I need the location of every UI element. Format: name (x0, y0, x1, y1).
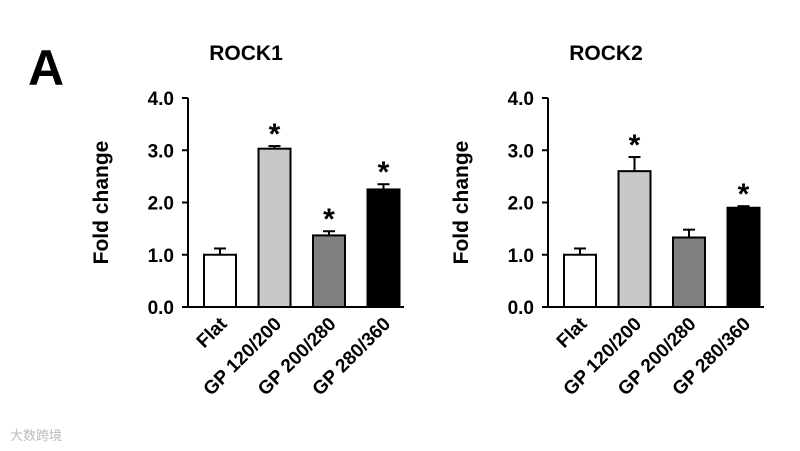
bar (257, 147, 292, 308)
panel-label: A (28, 40, 64, 96)
significance-marker: * (323, 203, 335, 236)
bar (617, 170, 652, 308)
significance-marker: * (738, 178, 750, 211)
y-tick-label: 0.0 (508, 298, 534, 319)
bar (203, 253, 237, 308)
chart-title: ROCK1 (209, 42, 283, 65)
significance-marker: * (629, 129, 641, 162)
y-tick-label: 3.0 (148, 141, 174, 162)
watermark: 大数跨境 (10, 428, 62, 443)
y-tick-label: 1.0 (148, 246, 174, 267)
y-tick-label: 4.0 (508, 89, 534, 110)
bar (312, 234, 346, 308)
y-tick-label: 4.0 (148, 89, 174, 110)
bar (672, 236, 706, 309)
y-axis-label: Fold change (450, 141, 473, 265)
y-tick-label: 3.0 (508, 141, 534, 162)
bar (563, 253, 597, 308)
y-tick-label: 1.0 (508, 246, 534, 267)
y-tick-label: 2.0 (508, 194, 534, 215)
x-tick-label: Flat (553, 313, 592, 352)
significance-marker: * (378, 156, 390, 189)
y-tick-label: 0.0 (148, 298, 174, 319)
y-tick-label: 2.0 (148, 194, 174, 215)
bar (726, 206, 761, 309)
chart-title: ROCK2 (569, 42, 643, 65)
bar (366, 188, 401, 308)
significance-marker: * (269, 118, 281, 151)
y-axis-label: Fold change (90, 141, 113, 265)
x-tick-label: Flat (193, 313, 232, 352)
